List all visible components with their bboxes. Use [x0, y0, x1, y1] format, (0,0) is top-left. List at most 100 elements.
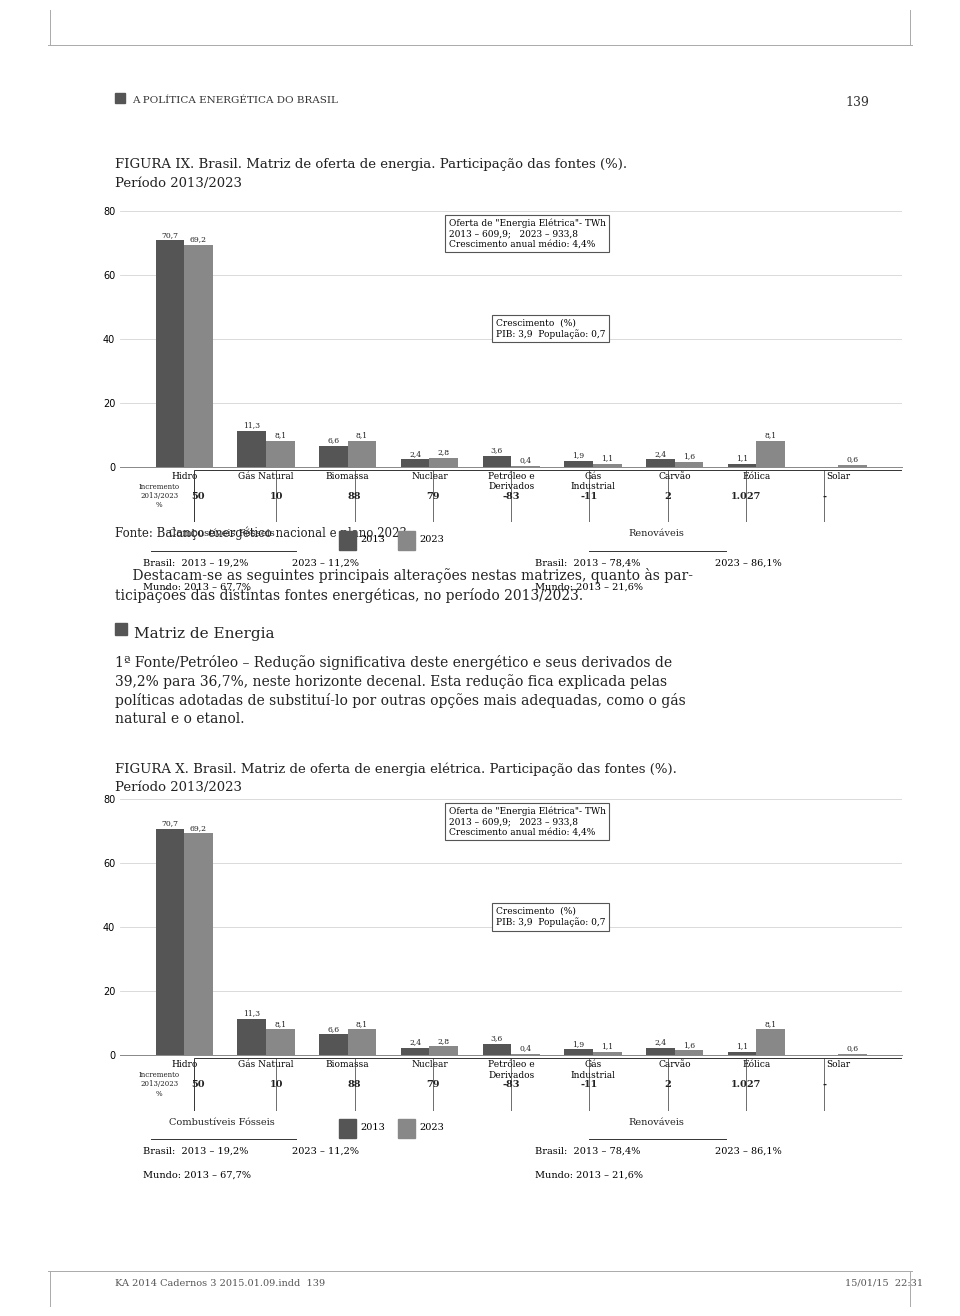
Bar — [646, 459, 675, 467]
Text: 1,9: 1,9 — [572, 1040, 585, 1048]
Text: Mundo: 2013 – 21,6%: Mundo: 2013 – 21,6% — [535, 583, 642, 592]
Text: Mundo: 2013 – 67,7%: Mundo: 2013 – 67,7% — [143, 583, 252, 592]
Text: Renováveis: Renováveis — [628, 1117, 684, 1126]
Text: 1,6: 1,6 — [683, 453, 695, 461]
Text: 2,4: 2,4 — [655, 450, 666, 458]
Text: 3,6: 3,6 — [491, 446, 503, 454]
Bar — [115, 622, 127, 636]
Text: Incremento
2013/2023
%: Incremento 2013/2023 % — [138, 483, 180, 509]
Text: 1,1: 1,1 — [736, 1042, 748, 1050]
Text: Brasil:  2013 – 78,4%: Brasil: 2013 – 78,4% — [535, 1146, 640, 1155]
Text: 139: 139 — [845, 96, 869, 109]
Text: 6,6: 6,6 — [327, 437, 340, 445]
Text: 8,1: 8,1 — [275, 432, 286, 440]
Text: 6,6: 6,6 — [327, 1025, 340, 1033]
Text: KA 2014 Cadernos 3 2015.01.09.indd  139: KA 2014 Cadernos 3 2015.01.09.indd 139 — [115, 1279, 325, 1288]
Text: 2: 2 — [664, 1080, 671, 1088]
Bar — [237, 430, 266, 467]
Text: Fonte: Balanço energético nacional e plano 2023.: Fonte: Balanço energético nacional e pla… — [115, 526, 411, 541]
Bar — [319, 446, 348, 467]
Bar — [756, 1029, 785, 1055]
Text: 69,2: 69,2 — [190, 236, 207, 243]
Bar — [593, 463, 621, 467]
Text: 8,1: 8,1 — [356, 432, 368, 440]
Bar — [675, 1050, 704, 1055]
Text: 1,1: 1,1 — [736, 454, 748, 462]
Bar — [646, 1048, 675, 1055]
Text: 2023: 2023 — [419, 1124, 444, 1132]
Text: 2,8: 2,8 — [438, 1037, 450, 1045]
Text: 50: 50 — [191, 492, 205, 500]
Text: Matriz de Energia: Matriz de Energia — [134, 626, 275, 641]
Text: 2023 – 11,2%: 2023 – 11,2% — [292, 1146, 359, 1155]
Text: FIGURA IX. Brasil. Matriz de oferta de energia. Participação das fontes (%).: FIGURA IX. Brasil. Matriz de oferta de e… — [115, 158, 627, 171]
Text: 2,4: 2,4 — [409, 1038, 421, 1046]
Text: 1.027: 1.027 — [731, 1080, 761, 1088]
Text: natural e o etanol.: natural e o etanol. — [115, 712, 245, 726]
Bar — [838, 1054, 867, 1055]
Bar — [401, 459, 429, 467]
Text: 2023 – 86,1%: 2023 – 86,1% — [714, 1146, 781, 1155]
Text: 50: 50 — [191, 1080, 205, 1088]
Bar — [675, 462, 704, 467]
Text: 8,1: 8,1 — [765, 432, 777, 440]
Bar — [156, 241, 184, 467]
Text: 2023 – 86,1%: 2023 – 86,1% — [714, 558, 781, 567]
Text: Combustíveis Fósseis: Combustíveis Fósseis — [169, 529, 275, 538]
Text: FIGURA X. Brasil. Matriz de oferta de energia elétrica. Participação das fontes : FIGURA X. Brasil. Matriz de oferta de en… — [115, 762, 677, 775]
Text: 2,8: 2,8 — [438, 449, 450, 457]
Text: -: - — [822, 1080, 827, 1088]
Text: 0,6: 0,6 — [847, 1044, 858, 1051]
Bar — [401, 1048, 429, 1055]
Bar — [429, 458, 458, 467]
Text: Renováveis: Renováveis — [628, 529, 684, 538]
Text: 8,1: 8,1 — [356, 1020, 368, 1028]
Bar — [184, 245, 213, 467]
Text: Brasil:  2013 – 19,2%: Brasil: 2013 – 19,2% — [143, 558, 249, 567]
Bar — [237, 1019, 266, 1055]
Text: 2013: 2013 — [360, 1124, 385, 1132]
Text: 70,7: 70,7 — [161, 819, 179, 826]
Text: 1,6: 1,6 — [683, 1041, 695, 1049]
Text: 2023 – 11,2%: 2023 – 11,2% — [292, 558, 359, 567]
Bar — [184, 833, 213, 1055]
Bar — [756, 441, 785, 467]
Text: 88: 88 — [348, 1080, 362, 1088]
Bar — [564, 461, 593, 467]
Text: -11: -11 — [581, 492, 598, 500]
Text: 10: 10 — [270, 1080, 283, 1088]
Bar — [348, 1029, 376, 1055]
Text: 3,6: 3,6 — [491, 1034, 503, 1042]
Bar — [593, 1051, 621, 1055]
Bar — [348, 441, 376, 467]
Text: 1ª Fonte/Petróleo – Redução significativa deste energético e seus derivados de: 1ª Fonte/Petróleo – Redução significativ… — [115, 655, 672, 670]
Bar — [483, 455, 511, 467]
Text: Crescimento  (%)
PIB: 3,9  População: 0,7: Crescimento (%) PIB: 3,9 População: 0,7 — [495, 318, 605, 338]
Text: 79: 79 — [426, 1080, 440, 1088]
Text: Destacam-se as seguintes principais alterações nestas matrizes, quanto às par-: Destacam-se as seguintes principais alte… — [115, 569, 693, 583]
Bar — [564, 1049, 593, 1055]
Text: -11: -11 — [581, 1080, 598, 1088]
Text: 1.027: 1.027 — [731, 492, 761, 500]
Text: 0,4: 0,4 — [519, 1045, 532, 1053]
Text: 0,6: 0,6 — [847, 455, 858, 463]
Bar — [483, 1044, 511, 1055]
Bar — [728, 1051, 756, 1055]
Text: Mundo: 2013 – 21,6%: Mundo: 2013 – 21,6% — [535, 1171, 642, 1180]
Text: 0,4: 0,4 — [519, 457, 532, 465]
Text: Crescimento  (%)
PIB: 3,9  População: 0,7: Crescimento (%) PIB: 3,9 População: 0,7 — [495, 907, 605, 926]
Bar — [339, 530, 356, 550]
Text: 2013: 2013 — [360, 536, 385, 544]
Text: 15/01/15  22:31: 15/01/15 22:31 — [845, 1279, 924, 1288]
Text: Oferta de "Energia Elétrica"- TWh
2013 – 609,9;   2023 – 933,8
Crescimento anual: Oferta de "Energia Elétrica"- TWh 2013 –… — [448, 807, 606, 837]
Text: políticas adotadas de substituí-lo por outras opções mais adequadas, como o gás: políticas adotadas de substituí-lo por o… — [115, 694, 685, 708]
Bar — [319, 1034, 348, 1055]
Text: 70,7: 70,7 — [161, 230, 179, 238]
Text: Período 2013/2023: Período 2013/2023 — [115, 780, 242, 794]
Bar — [156, 829, 184, 1055]
Text: -83: -83 — [502, 1080, 520, 1088]
Text: 11,3: 11,3 — [243, 421, 260, 429]
Text: Brasil:  2013 – 78,4%: Brasil: 2013 – 78,4% — [535, 558, 640, 567]
Text: 1,1: 1,1 — [601, 454, 613, 462]
Text: 88: 88 — [348, 492, 362, 500]
